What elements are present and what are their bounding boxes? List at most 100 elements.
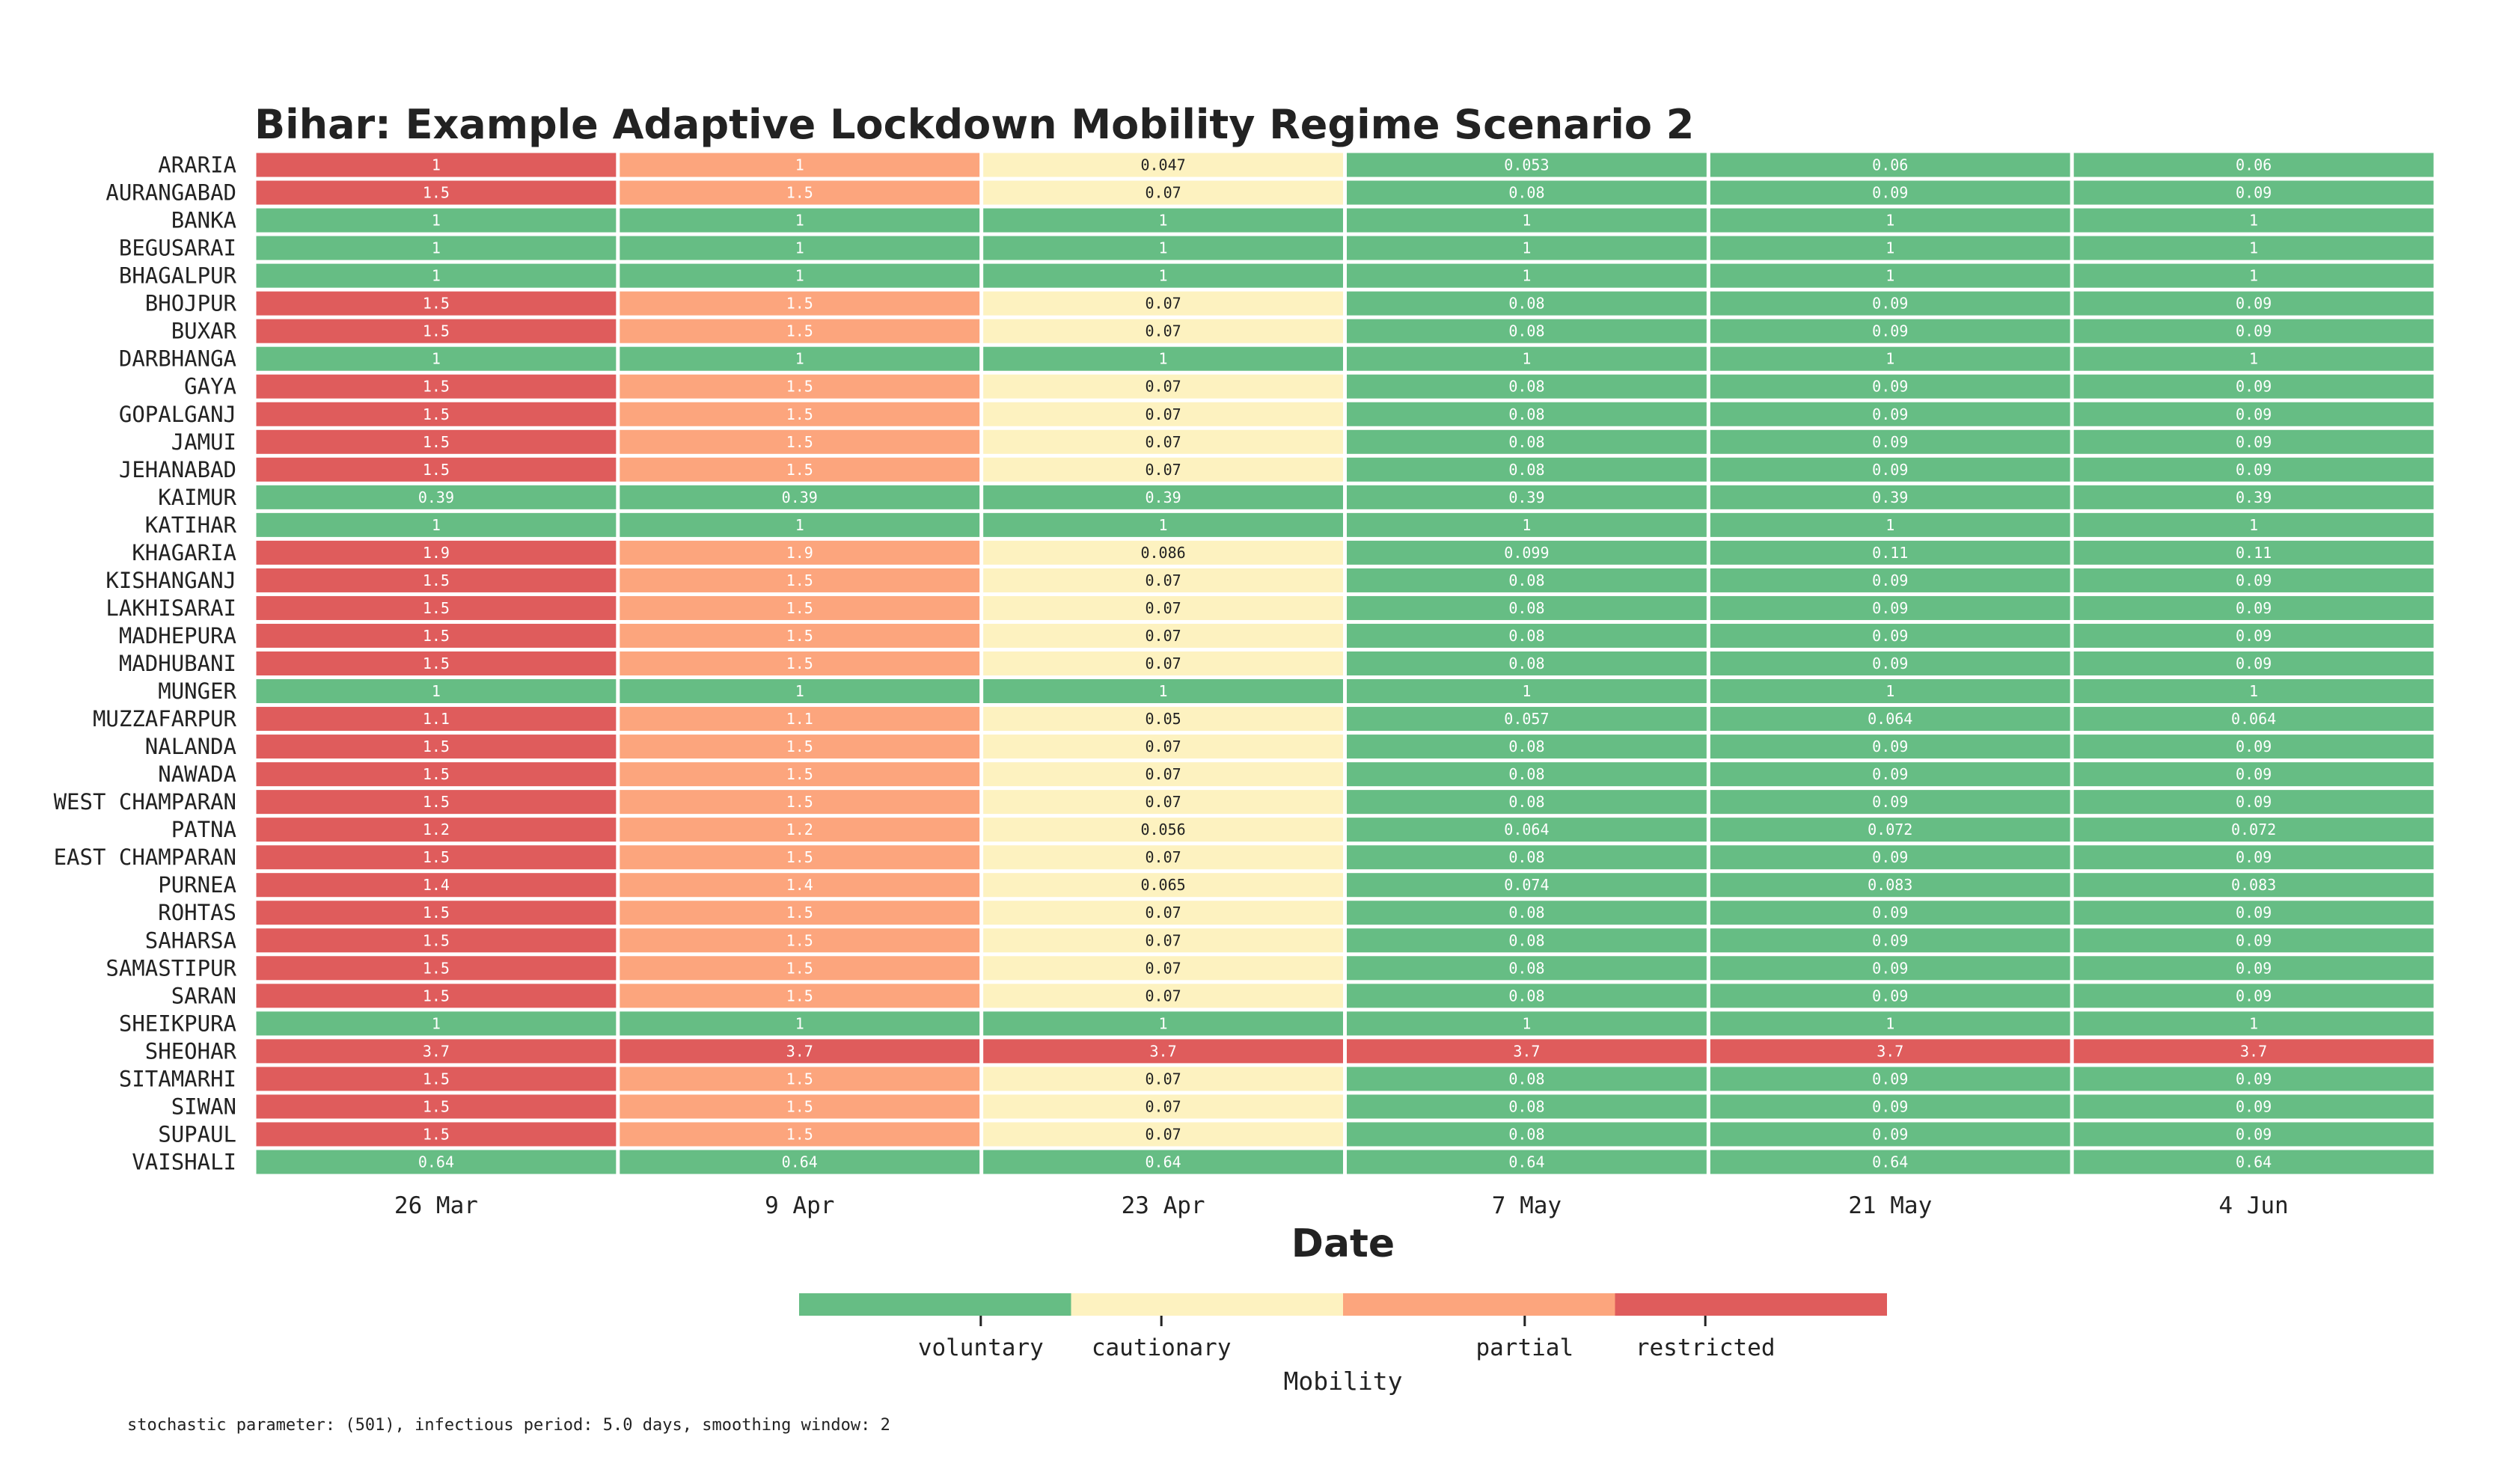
heatmap-cell [983,735,1343,759]
heatmap-cell [1710,429,2070,454]
heatmap-cell [1710,1150,2070,1174]
cell-value-label: 0.047 [1140,156,1185,174]
cell-value-label: 0.08 [1508,295,1544,313]
row-label: VAISHALI [132,1149,236,1174]
heatmap-cell [983,762,1343,787]
cell-value-label: 1 [432,156,441,174]
heatmap-cell [620,180,980,205]
cell-value-label: 1.5 [786,959,813,977]
heatmap-cell [620,208,980,233]
cell-value-label: 0.09 [1872,295,1908,313]
heatmap-cell [2073,429,2434,454]
row-label: SHEIKPURA [119,1011,236,1036]
heatmap-cell [256,707,617,732]
heatmap-cell [256,485,617,509]
cell-value-label: 0.09 [1872,1125,1908,1143]
heatmap-cell [983,208,1343,233]
cell-value-label: 1 [1159,516,1168,534]
heatmap-cell [256,291,617,316]
cell-value-label: 0.07 [1145,987,1181,1005]
heatmap-cell [2073,1039,2434,1064]
heatmap-cell [2073,679,2434,704]
cell-value-label: 1 [795,156,804,174]
cell-value-label: 0.08 [1508,1097,1544,1115]
cell-value-label: 0.09 [2236,765,2272,783]
row-label: ARARIA [158,153,236,178]
cell-value-label: 1.5 [423,793,450,811]
cell-value-label: 3.7 [1150,1042,1177,1060]
cell-value-label: 0.08 [1508,405,1544,423]
heatmap-cell [256,568,617,592]
row-label: SAHARSA [145,927,236,953]
heatmap-cell [256,651,617,676]
heatmap-cell [256,956,617,981]
cell-value-label: 0.07 [1145,599,1181,617]
heatmap-cell [2073,707,2434,732]
cell-value-label: 1.5 [423,461,450,479]
heatmap-cell [1710,1122,2070,1147]
heatmap-cell [620,263,980,288]
cell-value-label: 0.07 [1145,1125,1181,1143]
chart-title: Bihar: Example Adaptive Lockdown Mobilit… [254,101,1694,148]
heatmap-cell [2073,457,2434,482]
heatmap-cell [1710,1011,2070,1036]
heatmap-cell [983,374,1343,399]
cell-value-label: 0.64 [418,1153,454,1171]
cell-value-label: 1.5 [423,959,450,977]
heatmap-cell [1347,735,1707,759]
cell-value-label: 0.072 [1868,821,1912,838]
heatmap-cell [1347,402,1707,426]
cell-value-label: 1.5 [786,295,813,313]
heatmap-cell [983,623,1343,648]
cell-value-label: 0.09 [1872,571,1908,589]
row-label: GAYA [184,374,236,399]
cell-value-label: 1 [432,267,441,285]
cell-value-label: 0.07 [1145,793,1181,811]
cell-value-label: 0.074 [1504,876,1549,894]
cell-value-label: 1.5 [423,931,450,949]
heatmap-cell [620,540,980,565]
cell-value-label: 1 [795,1014,804,1032]
row-label: PATNA [171,817,236,842]
heatmap-cell [983,679,1343,704]
row-label: JEHANABAD [119,457,236,482]
legend-label-restricted: restricted [1636,1334,1776,1361]
cell-value-label: 1.5 [786,654,813,672]
heatmap-cell [256,984,617,1008]
cell-value-label: 0.64 [2236,1153,2272,1171]
x-tick-label: 9 Apr [765,1192,834,1219]
cell-value-label: 0.09 [1872,793,1908,811]
heatmap-cell [1710,845,2070,870]
cell-value-label: 1 [1886,1014,1894,1032]
heatmap-cell [256,1122,617,1147]
cell-value-label: 1 [432,212,441,230]
row-label: GOPALGANJ [119,402,236,427]
cell-value-label: 1.4 [786,876,813,894]
heatmap-cell [256,319,617,343]
cell-value-label: 1.5 [786,931,813,949]
cell-value-label: 3.7 [2240,1042,2267,1060]
heatmap-cell [983,319,1343,343]
heatmap-cell [620,1039,980,1064]
heatmap-cell [620,512,980,537]
cell-value-label: 0.08 [1508,959,1544,977]
cell-value-label: 1 [2249,350,2258,368]
cell-value-label: 1 [1159,350,1168,368]
cell-value-label: 1 [1886,516,1894,534]
cell-value-label: 1.5 [786,1070,813,1088]
heatmap-cell [983,845,1343,870]
cell-value-label: 0.09 [1872,184,1908,202]
cell-value-label: 1.5 [423,848,450,866]
cell-value-label: 1 [1522,350,1531,368]
cell-value-label: 1 [1886,350,1894,368]
cell-value-label: 0.08 [1508,461,1544,479]
heatmap-cell [983,1150,1343,1174]
cell-value-label: 0.09 [2236,931,2272,949]
heatmap-cell [1347,984,1707,1008]
cell-value-label: 0.099 [1504,544,1549,562]
cell-value-label: 0.09 [2236,738,2272,755]
legend-swatch-cautionary [1071,1293,1343,1316]
heatmap-cell [1347,319,1707,343]
x-axis-ticks: 26 Mar 9 Apr 23 Apr 7 May 21 May 4 Jun [394,1192,2289,1219]
cell-value-label: 0.09 [1872,405,1908,423]
